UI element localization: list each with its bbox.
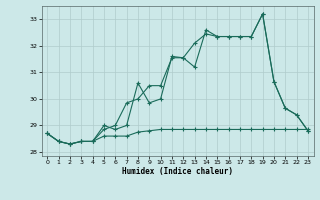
X-axis label: Humidex (Indice chaleur): Humidex (Indice chaleur): [122, 167, 233, 176]
